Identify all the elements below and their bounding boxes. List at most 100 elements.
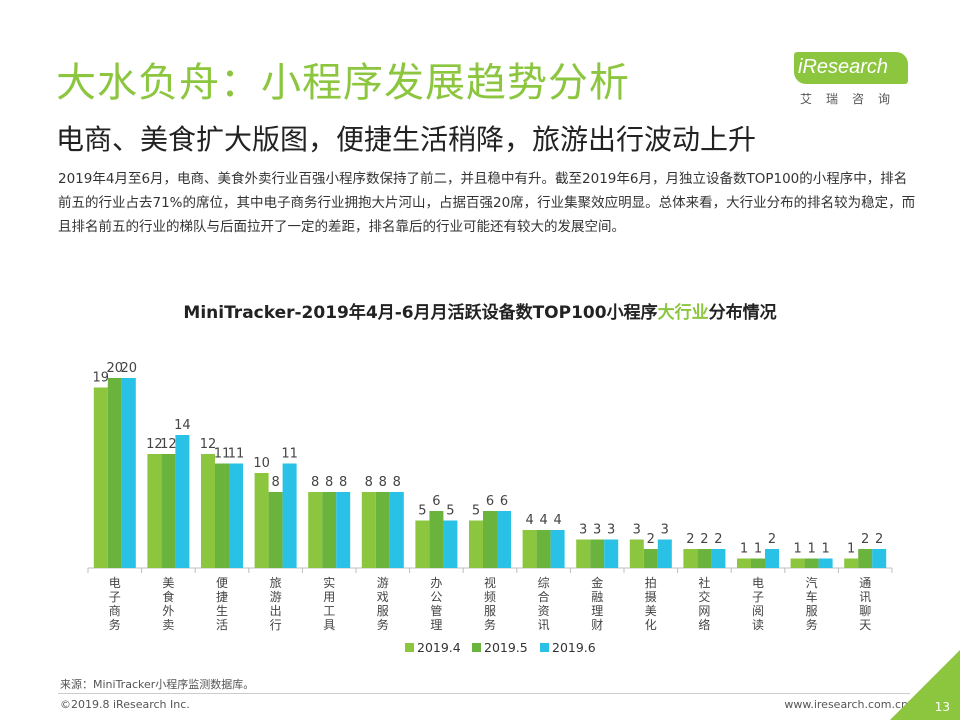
x-tick-label: 服 [377,604,389,618]
bar [604,539,619,568]
bar [308,492,323,568]
x-tick-label: 子 [109,590,121,604]
legend-swatch [472,643,481,652]
bar [483,511,497,568]
logo-badge [794,52,908,84]
x-tick-label: 出 [270,604,282,618]
x-tick-label: 务 [377,617,389,632]
bar [201,454,215,568]
data-label: 3 [607,523,615,538]
bar [737,558,751,568]
bar [872,549,887,568]
data-label: 5 [418,504,426,519]
x-tick-label: 综 [538,576,550,590]
x-tick-label: 活 [216,618,228,632]
x-tick-label: 捷 [216,590,228,604]
data-label: 8 [365,475,373,490]
x-tick-label: 财 [591,618,603,632]
data-label: 11 [214,447,231,462]
data-label: 20 [107,361,124,376]
x-tick-label: 美 [645,604,657,618]
x-tick-label: 理 [591,604,603,618]
data-label: 1 [847,542,855,557]
x-tick-label: 服 [806,604,818,618]
x-tick-label: 卖 [162,618,174,632]
bar [469,520,483,568]
x-tick-label: 用 [323,590,335,604]
x-tick-label: 外 [162,604,174,618]
bar [121,378,136,568]
bar [282,463,297,568]
data-label: 8 [325,475,333,490]
x-tick-label: 交 [698,589,710,604]
bar [576,539,591,568]
data-label: 2 [714,532,722,547]
data-label: 12 [160,437,177,452]
bar [93,387,108,568]
bar [429,511,444,568]
data-label: 11 [281,447,298,462]
chart-title-part-1: MiniTracker-2019年4月-6月月活跃设备数TOP100小程序 [183,303,658,323]
x-tick-label: 合 [538,589,550,604]
iresearch-logo: iResearch 艾瑞咨询 [790,52,920,110]
x-tick-label: 融 [591,590,603,604]
x-tick-label: 车 [806,589,818,604]
logo-subtext: 艾瑞咨询 [800,92,905,106]
x-tick-label: 办 [430,575,442,590]
x-tick-label: 讯 [538,618,550,632]
x-tick-label: 络 [698,617,710,632]
x-tick-label: 聊 [859,604,871,618]
page-subtitle: 电商、美食扩大版图，便捷生活稍降，旅游出行波动上升 [56,123,757,156]
data-label: 6 [486,494,494,509]
data-label: 1 [740,542,748,557]
data-label: 6 [432,494,440,509]
bar [107,378,122,568]
data-label: 12 [200,437,217,452]
data-label: 4 [553,513,561,528]
x-tick-label: 网 [698,604,710,618]
x-tick-label: 行 [270,618,282,632]
page-title: 大水负舟：小程序发展趋势分析 [56,60,630,106]
data-label: 8 [311,475,319,490]
data-label: 1 [821,542,829,557]
x-tick-label: 美 [162,576,174,590]
bar [268,492,283,568]
x-tick-label: 实 [323,575,335,590]
data-label: 2 [861,532,869,547]
bar [522,530,537,568]
bar [375,492,390,568]
data-label: 8 [393,475,401,490]
page-number: 13 [934,700,950,714]
bar [844,558,859,568]
footer-divider [58,693,910,694]
bar [497,511,511,568]
data-label: 19 [93,371,110,386]
data-label: 8 [339,475,347,490]
data-label: 4 [539,513,547,528]
data-label: 2 [768,532,776,547]
x-tick-label: 务 [484,617,496,632]
x-tick-label: 管 [430,603,442,618]
website-link[interactable]: www.iresearch.com.cn [784,698,908,711]
legend-label: 2019.4 [417,640,461,655]
data-label: 2 [686,532,694,547]
x-tick-label: 汽 [806,575,818,590]
x-tick-label: 阅 [752,604,764,618]
data-label: 2 [647,532,655,547]
chart-title: MiniTracker-2019年4月-6月月活跃设备数TOP100小程序大行业… [0,298,960,323]
bar [790,558,805,568]
x-tick-label: 具 [323,618,335,632]
source-note: 来源：MiniTracker小程序监测数据库。 [60,678,255,691]
data-label: 1 [807,542,815,557]
bar-chart: 192020电子商务121214美食外卖121111便捷生活10811旅游出行8… [87,361,893,655]
bar [147,454,162,568]
x-tick-label: 游 [377,576,389,590]
data-label: 2 [700,532,708,547]
bar [389,492,404,568]
bar [215,463,229,568]
logo-text: iResearch [798,56,889,78]
data-label: 4 [525,513,533,528]
x-tick-label: 电 [752,576,764,590]
bar [804,558,819,568]
legend-swatch [405,643,414,652]
